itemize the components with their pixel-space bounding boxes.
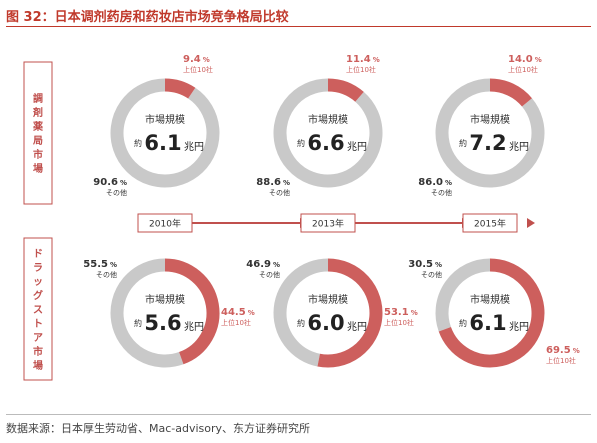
others-percent: 88.6% — [256, 177, 290, 188]
center-prefix: 約 — [134, 318, 142, 328]
others-percent: 46.9% — [246, 259, 280, 270]
center-prefix: 約 — [297, 138, 305, 148]
others-caption: その他 — [259, 270, 280, 279]
top10-caption: 上位10社 — [221, 318, 251, 327]
market-size-unit: 兆円 — [184, 321, 204, 333]
figure-title: 图 32：日本调剂药房和药妆店市场竞争格局比较 — [6, 10, 289, 25]
center-label: 市場規模 — [470, 113, 510, 126]
donut-slice-others — [435, 258, 491, 332]
top10-percent: 44.5% — [221, 307, 255, 318]
market-size-unit: 兆円 — [509, 141, 529, 153]
market-size-unit: 兆円 — [347, 141, 367, 153]
center-label: 市場規模 — [145, 293, 185, 306]
row-label-2: ドラッグストア市場 — [23, 237, 53, 381]
center-label: 市場規模 — [470, 293, 510, 306]
top10-caption: 上位10社 — [346, 65, 376, 74]
market-size-value: 6.1 — [469, 311, 506, 335]
top10-percent: 11.4% — [346, 54, 380, 65]
row-label-text: 調剤薬局市場 — [32, 92, 44, 175]
donut-slice-others — [110, 258, 184, 368]
center-label: 市場規模 — [145, 113, 185, 126]
donut-slice-others — [273, 78, 383, 188]
year-box — [137, 213, 193, 233]
source-rule — [6, 414, 591, 415]
market-size-unit: 兆円 — [184, 141, 204, 153]
market-size-value: 6.0 — [307, 311, 344, 335]
donut-slice-top10 — [489, 78, 532, 107]
row-label-text: ドラッグストア市場 — [33, 248, 43, 372]
source-note: 数据来源：日本厚生劳动省、Mac-advisory、东方证券研究所 — [6, 422, 311, 435]
top10-percent: 14.0% — [508, 54, 542, 65]
top10-caption: 上位10社 — [384, 318, 414, 327]
top10-percent: 53.1% — [384, 307, 418, 318]
others-caption: その他 — [106, 188, 127, 197]
market-size-value: 5.6 — [144, 311, 181, 335]
market-size-value: 6.6 — [307, 131, 344, 155]
top10-percent: 9.4% — [183, 54, 210, 65]
center-prefix: 約 — [459, 138, 467, 148]
year-box — [462, 213, 518, 233]
top10-caption: 上位10社 — [183, 65, 213, 74]
others-percent: 90.6% — [93, 177, 127, 188]
market-size-value: 7.2 — [469, 131, 506, 155]
market-size-unit: 兆円 — [347, 321, 367, 333]
center-prefix: 約 — [297, 318, 305, 328]
row-label-box — [23, 237, 53, 381]
center-label: 市場規模 — [308, 293, 348, 306]
donut-slice-others — [110, 78, 220, 188]
row-label-1: 調剤薬局市場 — [23, 61, 53, 205]
others-percent: 86.0% — [418, 177, 452, 188]
donut-slice-others — [435, 78, 545, 188]
center-prefix: 約 — [134, 138, 142, 148]
others-percent: 55.5% — [83, 259, 117, 270]
top10-percent: 69.5% — [546, 345, 580, 356]
year-label: 2015年 — [474, 218, 506, 230]
donut-slice-top10 — [164, 78, 196, 99]
others-caption: その他 — [421, 270, 442, 279]
year-label: 2010年 — [149, 218, 181, 230]
market-size-unit: 兆円 — [509, 321, 529, 333]
others-caption: その他 — [96, 270, 117, 279]
donut-slice-top10 — [327, 78, 364, 102]
others-caption: その他 — [431, 188, 452, 197]
top10-caption: 上位10社 — [508, 65, 538, 74]
donut-slice-top10 — [317, 258, 383, 368]
center-prefix: 約 — [459, 318, 467, 328]
row-label-box — [23, 61, 53, 205]
center-label: 市場規模 — [308, 113, 348, 126]
timeline: 2010年 2013年 2015年 — [137, 213, 535, 233]
others-percent: 30.5% — [408, 259, 442, 270]
others-caption: その他 — [269, 188, 290, 197]
donut-slice-top10 — [438, 258, 545, 368]
year-box — [300, 213, 356, 233]
donut-slice-top10 — [164, 258, 220, 365]
year-label: 2013年 — [312, 218, 344, 230]
top10-caption: 上位10社 — [546, 356, 576, 365]
timeline-arrowhead — [527, 218, 535, 228]
title-rule — [6, 26, 591, 27]
donut-slice-others — [273, 258, 329, 367]
market-size-value: 6.1 — [144, 131, 181, 155]
